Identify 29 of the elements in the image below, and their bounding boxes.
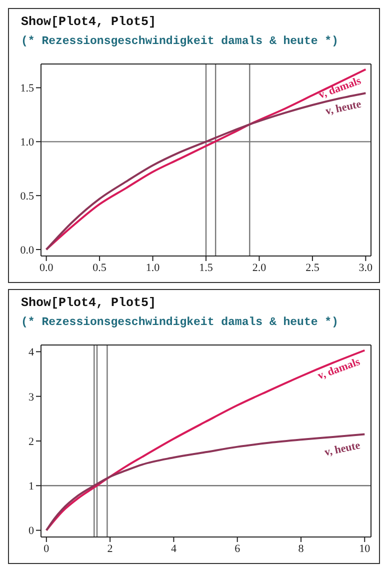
x-tick-label: 1.0: [146, 262, 160, 274]
y-tick-label: 1.5: [20, 82, 34, 95]
chart-title: Show[Plot4, Plot5]: [20, 14, 158, 29]
y-tick-label: 0.5: [20, 190, 34, 202]
chart-subtitle: (* Rezessionsgeschwindigkeit damals & heute *): [20, 34, 340, 48]
x-tick-label: 0: [44, 542, 50, 555]
y-tick-label: 4: [28, 346, 34, 359]
y-tick-label: 1.0: [20, 136, 34, 149]
chart-title: Show[Plot4, Plot5]: [20, 295, 158, 310]
x-tick-label: 3.0: [358, 262, 374, 274]
line-series: [45, 433, 366, 532]
x-tick-label: 2.0: [252, 262, 267, 274]
x-tick-label: 0.5: [92, 262, 107, 274]
x-tick-label: 8: [298, 542, 304, 555]
x-tick-label: 6: [234, 542, 241, 555]
text: v, damals: [316, 356, 362, 382]
y-tick-label: 0: [28, 525, 34, 538]
x-tick-label: 1.5: [199, 262, 214, 274]
y-tick-label: 1: [28, 480, 34, 493]
x-tick-label: 10: [359, 542, 371, 555]
text: v, heute: [323, 439, 362, 459]
chart-subtitle: (* Rezessionsgeschwindigkeit damals & heute *): [20, 315, 340, 329]
y-tick-label: 2: [28, 436, 34, 448]
x-tick-label: 2: [107, 542, 113, 555]
y-tick-label: 3: [28, 391, 34, 404]
x-tick-label: 0.0: [39, 262, 54, 274]
x-tick-label: 2.5: [306, 262, 320, 274]
x-tick-label: 4: [170, 542, 177, 555]
y-tick-label: 0.0: [20, 244, 34, 256]
